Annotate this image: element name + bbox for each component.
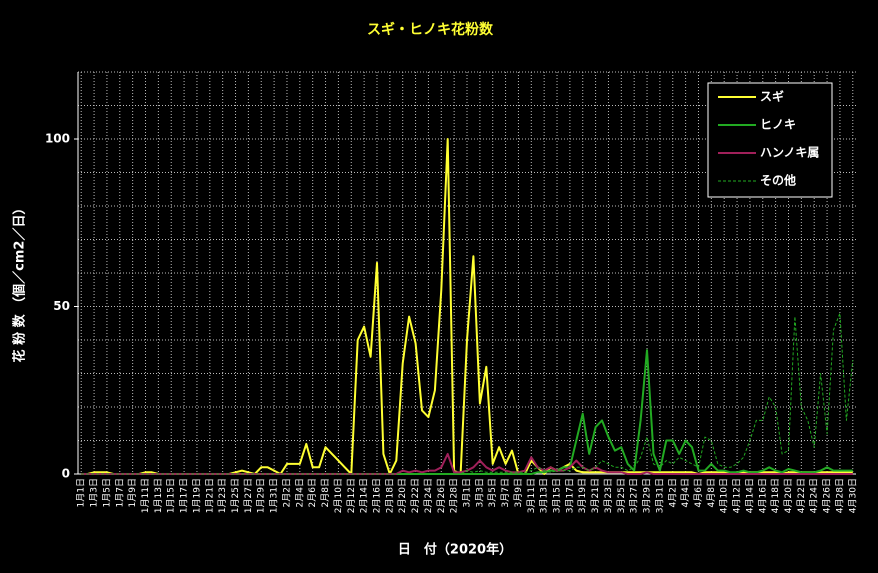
x-tick-label: 2月20日 xyxy=(397,478,408,513)
legend-box xyxy=(707,82,833,198)
x-tick-label: 3月25日 xyxy=(616,478,627,513)
y-tick-label: 100 xyxy=(45,132,70,146)
legend-label: スギ xyxy=(760,89,784,104)
x-tick-label: 1月25日 xyxy=(230,478,241,513)
x-tick-label: 4月12日 xyxy=(732,478,743,513)
legend-label: ヒノキ xyxy=(760,118,796,132)
x-tick-label: 2月8日 xyxy=(320,478,331,507)
x-tick-label: 4月28日 xyxy=(834,478,845,513)
x-tick-label: 1月19日 xyxy=(191,478,202,513)
legend-label: その他 xyxy=(760,173,796,188)
x-tick-label: 1月9日 xyxy=(127,478,138,507)
x-tick-label: 4月26日 xyxy=(822,478,833,513)
x-tick-label: 1月31日 xyxy=(269,478,280,513)
x-tick-label: 3月5日 xyxy=(487,478,498,507)
x-tick-label: 1月3日 xyxy=(89,478,100,507)
series-line xyxy=(81,312,854,475)
x-tick-label: 3月11日 xyxy=(526,478,537,513)
x-tick-label: 2月12日 xyxy=(346,478,357,513)
x-axis-label: 日 付（2020年） xyxy=(398,542,512,558)
x-tick-label: 1月21日 xyxy=(204,478,215,513)
x-tick-label: 1月29日 xyxy=(256,478,267,513)
x-tick-label: 1月15日 xyxy=(166,478,177,513)
x-tick-label: 3月13日 xyxy=(539,478,550,513)
x-tick-label: 4月4日 xyxy=(680,478,691,507)
x-tick-label: 4月24日 xyxy=(809,478,820,513)
x-tick-label: 3月27日 xyxy=(629,478,640,513)
x-tick-label: 4月6日 xyxy=(693,478,704,507)
x-tick-label: 4月16日 xyxy=(757,478,768,513)
x-tick-label: 1月7日 xyxy=(114,478,125,507)
x-tick-label: 4月2日 xyxy=(667,478,678,507)
x-tick-label: 4月30日 xyxy=(847,478,858,513)
x-tick-label: 3月7日 xyxy=(500,478,511,507)
x-tick-label: 1月1日 xyxy=(76,478,87,507)
x-tick-label: 1月11日 xyxy=(140,478,151,513)
x-tick-label: 3月23日 xyxy=(603,478,614,513)
x-tick-label: 2月4日 xyxy=(294,478,305,507)
y-tick-label: 50 xyxy=(53,299,70,313)
x-tick-label: 4月22日 xyxy=(796,478,807,513)
x-tick-label: 3月3日 xyxy=(474,478,485,507)
x-tick-label: 2月18日 xyxy=(384,478,395,513)
x-tick-label: 1月23日 xyxy=(217,478,228,513)
x-tick-label: 2月26日 xyxy=(436,478,447,513)
x-tick-label: 2月16日 xyxy=(371,478,382,513)
x-tick-label: 4月14日 xyxy=(744,478,755,513)
x-tick-label: 4月18日 xyxy=(770,478,781,513)
x-tick-label: 3月17日 xyxy=(564,478,575,513)
x-tick-label: 3月21日 xyxy=(590,478,601,513)
x-tick-label: 3月29日 xyxy=(642,478,653,513)
x-tick-label: 1月27日 xyxy=(243,478,254,513)
y-axis-label: 花 粉 数 （個／cm2／日） xyxy=(12,202,28,363)
x-tick-label: 2月6日 xyxy=(307,478,318,507)
x-tick-label: 2月10日 xyxy=(333,478,344,513)
x-tick-label: 3月15日 xyxy=(552,478,563,513)
y-tick-label: 0 xyxy=(62,467,70,481)
x-tick-label: 2月24日 xyxy=(423,478,434,513)
chart-title: スギ・ヒノキ花粉数 xyxy=(367,21,494,38)
x-tick-label: 3月31日 xyxy=(654,478,665,513)
x-tick-label: 2月28日 xyxy=(449,478,460,513)
x-tick-label: 4月20日 xyxy=(783,478,794,513)
x-tick-label: 2月14日 xyxy=(359,478,370,513)
x-tick-label: 4月8日 xyxy=(706,478,717,507)
x-tick-label: 2月22日 xyxy=(410,478,421,513)
x-tick-label: 1月13日 xyxy=(153,478,164,513)
x-tick-label: 2月2日 xyxy=(281,478,292,507)
x-tick-label: 3月1日 xyxy=(462,478,473,507)
legend-label: ハンノキ属 xyxy=(760,146,819,160)
x-tick-label: 1月17日 xyxy=(179,478,190,513)
x-tick-label: 4月10日 xyxy=(719,478,730,513)
x-tick-label: 3月9日 xyxy=(513,478,524,507)
x-tick-label: 3月19日 xyxy=(577,478,588,513)
x-tick-label: 1月5日 xyxy=(101,478,112,507)
